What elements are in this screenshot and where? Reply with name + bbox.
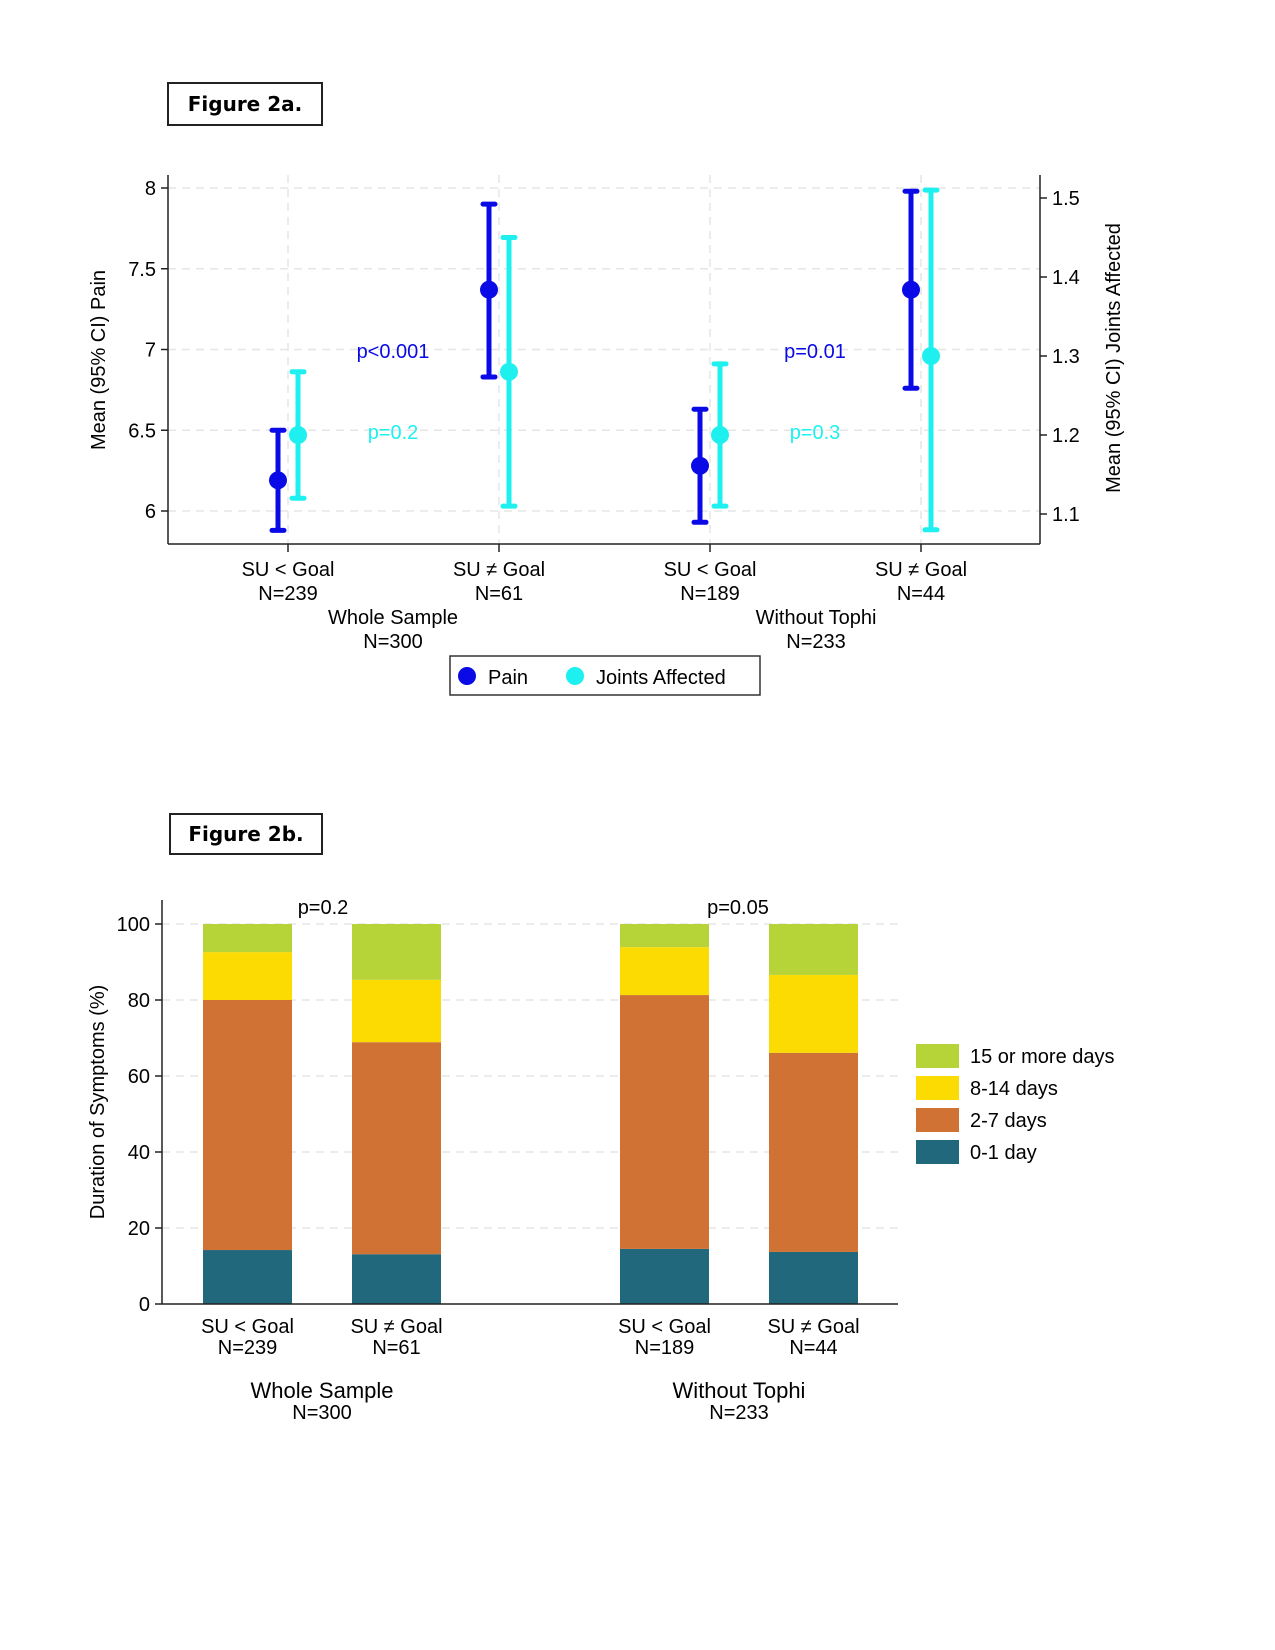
bar-segment-8-14-days — [620, 947, 709, 996]
p-value-annotation: p=0.2 — [368, 422, 419, 444]
y-tick-label-left: 6.5 — [128, 420, 156, 442]
p-value-annotation: p=0.01 — [784, 341, 846, 363]
group-n-label: N=233 — [709, 1402, 769, 1424]
bar-segment-8-14-days — [769, 974, 858, 1053]
bar-segment-0-1-day — [769, 1251, 858, 1304]
legend-swatch — [916, 1076, 959, 1100]
legend-label-joints-affected: Joints Affected — [596, 667, 726, 689]
bar-segment-15-or-more-days — [352, 924, 441, 980]
y-tick-label-left: 7.5 — [128, 259, 156, 281]
p-value-annotation: p=0.2 — [298, 897, 349, 919]
bar-segment-0-1-day — [620, 1248, 709, 1304]
x-tick-label: SU ≠ Goal — [767, 1316, 859, 1338]
p-value-annotation: p=0.05 — [707, 897, 769, 919]
group-label: Whole Sample — [250, 1378, 393, 1403]
p-value-annotation: p=0.3 — [790, 422, 841, 444]
legend-swatch — [916, 1044, 959, 1068]
point-joints-affected — [289, 426, 307, 444]
x-tick-label: SU < Goal — [242, 559, 335, 581]
x-tick-n-label: N=239 — [218, 1337, 278, 1359]
legend-label: 8-14 days — [970, 1078, 1058, 1100]
point-joints-affected — [922, 347, 940, 365]
group-label: Whole Sample — [328, 607, 458, 629]
y-tick-label: 20 — [128, 1218, 150, 1240]
group-n-label: N=300 — [292, 1402, 352, 1424]
group-label: Without Tophi — [756, 607, 877, 629]
group-n-label: N=300 — [363, 631, 423, 653]
x-tick-n-label: N=61 — [475, 583, 523, 605]
point-pain — [480, 280, 498, 299]
y-tick-label-right: 1.1 — [1052, 504, 1080, 526]
y-tick-label: 100 — [117, 914, 150, 936]
legend-marker-joints-affected — [566, 667, 584, 685]
x-tick-label: SU < Goal — [201, 1316, 294, 1338]
y-tick-label: 80 — [128, 990, 150, 1012]
point-joints-affected — [500, 362, 518, 381]
group-label: Without Tophi — [673, 1378, 806, 1403]
bar-segment-8-14-days — [203, 952, 292, 1000]
figure-2a-label: Figure 2a. — [167, 82, 323, 126]
x-tick-n-label: N=189 — [680, 583, 740, 605]
legend-label: 0-1 day — [970, 1142, 1037, 1164]
y-tick-label: 40 — [128, 1142, 150, 1164]
group-n-label: N=233 — [786, 631, 846, 653]
x-tick-n-label: N=61 — [372, 1337, 420, 1359]
figure-2a-chart: 6 6.5 7 7.5 8 1.1 1.2 1.3 1.4 1.5 Mean (95% CI) Pa… — [88, 175, 1125, 696]
x-tick-label: SU < Goal — [664, 559, 757, 581]
bar-segment-15-or-more-days — [203, 924, 292, 953]
y-axis-label-left: Mean (95% CI) Pain — [88, 270, 110, 450]
x-tick-n-label: N=189 — [635, 1337, 695, 1359]
legend-swatch — [916, 1108, 959, 1132]
legend-box — [449, 655, 761, 696]
bar-segment-15-or-more-days — [769, 924, 858, 975]
point-joints-affected — [711, 426, 729, 444]
x-tick-n-label: N=239 — [258, 583, 318, 605]
x-tick-label: SU ≠ Goal — [875, 559, 967, 581]
y-tick-label-right: 1.2 — [1052, 425, 1080, 447]
legend-marker-pain — [458, 667, 476, 685]
bar-segment-0-1-day — [352, 1254, 441, 1304]
legend-label-pain: Pain — [488, 667, 528, 689]
bar-segment-2-7-days — [203, 1000, 292, 1251]
y-tick-label: 60 — [128, 1066, 150, 1088]
point-pain — [269, 471, 287, 490]
x-tick-label: SU ≠ Goal — [453, 559, 545, 581]
y-tick-label-left: 6 — [145, 501, 156, 523]
x-tick-label: SU < Goal — [618, 1316, 711, 1338]
bar-segment-2-7-days — [620, 995, 709, 1249]
x-tick-n-label: N=44 — [789, 1337, 837, 1359]
point-pain — [691, 456, 709, 475]
x-tick-n-label: N=44 — [897, 583, 945, 605]
bar-segment-15-or-more-days — [620, 924, 709, 948]
figure-2b-label: Figure 2b. — [169, 813, 323, 855]
legend-label: 2-7 days — [970, 1110, 1047, 1132]
bar-segment-8-14-days — [352, 979, 441, 1043]
bar-segment-0-1-day — [203, 1250, 292, 1304]
point-pain — [902, 280, 920, 299]
bar-segment-2-7-days — [769, 1052, 858, 1252]
y-tick-label-left: 8 — [145, 178, 156, 200]
y-tick-label-left: 7 — [145, 340, 156, 362]
y-axis-label: Duration of Symptoms (%) — [87, 985, 109, 1220]
x-tick-label: SU ≠ Goal — [350, 1316, 442, 1338]
legend-swatch — [916, 1140, 959, 1164]
y-tick-label-right: 1.5 — [1052, 188, 1080, 210]
y-tick-label-right: 1.4 — [1052, 267, 1080, 289]
y-tick-label: 0 — [139, 1294, 150, 1316]
p-value-annotation: p<0.001 — [357, 341, 430, 363]
bar-segment-2-7-days — [352, 1042, 441, 1255]
y-tick-label-right: 1.3 — [1052, 346, 1080, 368]
y-axis-label-right: Mean (95% CI) Joints Affected — [1103, 223, 1125, 493]
legend-label: 15 or more days — [970, 1046, 1115, 1068]
